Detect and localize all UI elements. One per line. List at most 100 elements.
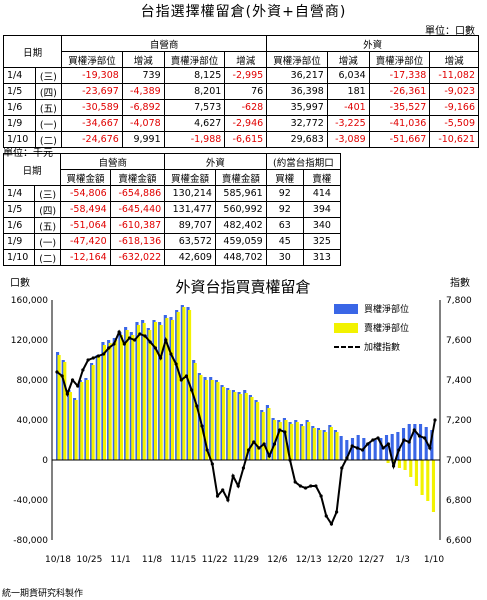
index-point bbox=[360, 448, 365, 452]
call-bar bbox=[379, 438, 383, 460]
call-bar bbox=[186, 307, 190, 460]
put-bar bbox=[324, 432, 328, 460]
column-header: 買權淨部位 bbox=[266, 51, 328, 68]
index-point bbox=[153, 346, 157, 350]
put-bar bbox=[250, 397, 254, 460]
table-cell: 739 bbox=[121, 67, 165, 84]
table-cell: -618,136 bbox=[109, 233, 166, 250]
table-cell: -47,420 bbox=[60, 233, 111, 250]
index-point bbox=[179, 378, 183, 382]
call-bar bbox=[339, 436, 343, 460]
index-point bbox=[355, 446, 359, 450]
call-bar bbox=[373, 440, 377, 460]
table-cell: -401 bbox=[326, 99, 370, 116]
index-point bbox=[350, 444, 354, 448]
row-date: 1/5 bbox=[3, 83, 36, 100]
legend-label: 買權淨部位 bbox=[364, 303, 409, 315]
index-point bbox=[91, 356, 95, 360]
table-cell: 394 bbox=[302, 201, 342, 218]
index-point bbox=[314, 484, 318, 488]
x-tick-label: 10/18 bbox=[45, 555, 71, 565]
table-cell: 325 bbox=[302, 233, 342, 250]
call-bar bbox=[418, 424, 423, 460]
call-bar bbox=[350, 438, 355, 460]
index-point bbox=[381, 446, 385, 450]
table-cell: 36,398 bbox=[266, 83, 328, 100]
table-cell: -30,589 bbox=[61, 99, 123, 116]
call-bar bbox=[112, 338, 116, 460]
y-axis-label-right: 指數 bbox=[450, 276, 470, 289]
table-cell: -9,023 bbox=[429, 83, 479, 100]
row-date: 1/5 bbox=[2, 201, 36, 218]
column-header: 賣權淨部位 bbox=[368, 51, 431, 68]
column-header: 賣權淨部位 bbox=[163, 51, 226, 68]
put-bar bbox=[74, 400, 78, 460]
table-cell: -2,946 bbox=[224, 115, 268, 132]
index-point bbox=[184, 374, 189, 378]
put-bar bbox=[290, 424, 294, 460]
index-point bbox=[127, 336, 132, 340]
put-bar bbox=[307, 422, 311, 460]
table-cell: -3,089 bbox=[326, 131, 370, 148]
index-point bbox=[174, 362, 178, 366]
table-row: 1/9 (一) -47,420 -618,136 63,572 459,059 45 325 bbox=[2, 233, 342, 250]
table-cell: -10,621 bbox=[429, 131, 479, 148]
column-header: 賣權金額 bbox=[214, 169, 267, 186]
index-point bbox=[412, 428, 416, 432]
put-bar bbox=[256, 402, 260, 460]
row-weekday: (二) bbox=[34, 249, 62, 266]
table-cell: 89,707 bbox=[164, 217, 216, 234]
table-cell: 414 bbox=[302, 185, 342, 202]
table-cell: 29,683 bbox=[266, 131, 328, 148]
index-point bbox=[169, 352, 173, 356]
y-tick-label-left: 40,000 bbox=[17, 416, 49, 426]
y-tick-label-right: 6,600 bbox=[446, 536, 472, 546]
index-point bbox=[288, 458, 292, 462]
y-tick-label-right: 7,600 bbox=[446, 336, 472, 346]
put-bar bbox=[205, 380, 209, 460]
x-tick-label: 12/13 bbox=[296, 555, 322, 565]
table-cell: -632,022 bbox=[109, 249, 166, 266]
put-bar bbox=[159, 325, 163, 460]
row-date: 1/6 bbox=[2, 217, 36, 234]
table-cell: -9,166 bbox=[429, 99, 479, 116]
index-point bbox=[143, 334, 147, 338]
put-bar bbox=[426, 460, 430, 501]
y-tick-label-left: 80,000 bbox=[17, 376, 49, 386]
put-bar bbox=[114, 340, 118, 460]
call-bar bbox=[384, 435, 389, 460]
table-row: 1/10 (二) -24,676 9,991 -1,988 -6,615 29,683 -3,… bbox=[3, 131, 479, 148]
row-date: 1/6 bbox=[3, 99, 36, 116]
index-point bbox=[386, 442, 390, 446]
index-point bbox=[86, 358, 90, 362]
table-cell: 313 bbox=[302, 249, 342, 266]
index-point bbox=[190, 388, 194, 392]
column-header: 增減 bbox=[326, 51, 370, 68]
x-tick-label: 10/25 bbox=[76, 555, 102, 565]
put-bar bbox=[420, 460, 424, 495]
table-row: 1/10 (二) -12,164 -632,022 42,609 448,702 30 313 bbox=[2, 249, 342, 266]
table-cell: -23,697 bbox=[61, 83, 123, 100]
table-cell: -19,308 bbox=[61, 67, 123, 84]
put-bar bbox=[63, 362, 67, 460]
put-bar bbox=[176, 312, 180, 460]
table-cell: 448,702 bbox=[214, 249, 267, 266]
put-bar bbox=[170, 320, 175, 460]
row-weekday: (一) bbox=[34, 115, 63, 132]
put-bar bbox=[409, 460, 413, 477]
table-cell: -1,988 bbox=[163, 131, 226, 148]
index-point bbox=[252, 440, 256, 444]
call-bar bbox=[430, 430, 434, 460]
index-point bbox=[117, 330, 121, 334]
table-row: 1/4 (三) -54,806 -654,886 130,214 585,961 92 414 bbox=[2, 185, 342, 202]
put-bar bbox=[278, 422, 282, 460]
index-point bbox=[423, 436, 427, 440]
column-header: 買權 bbox=[265, 169, 304, 186]
index-point bbox=[195, 404, 199, 408]
put-bar bbox=[227, 390, 231, 460]
index-point bbox=[215, 494, 220, 498]
index-point bbox=[107, 346, 111, 350]
row-date: 1/4 bbox=[3, 67, 36, 84]
index-point bbox=[226, 498, 230, 502]
y-tick-label-left: 0 bbox=[42, 456, 48, 466]
